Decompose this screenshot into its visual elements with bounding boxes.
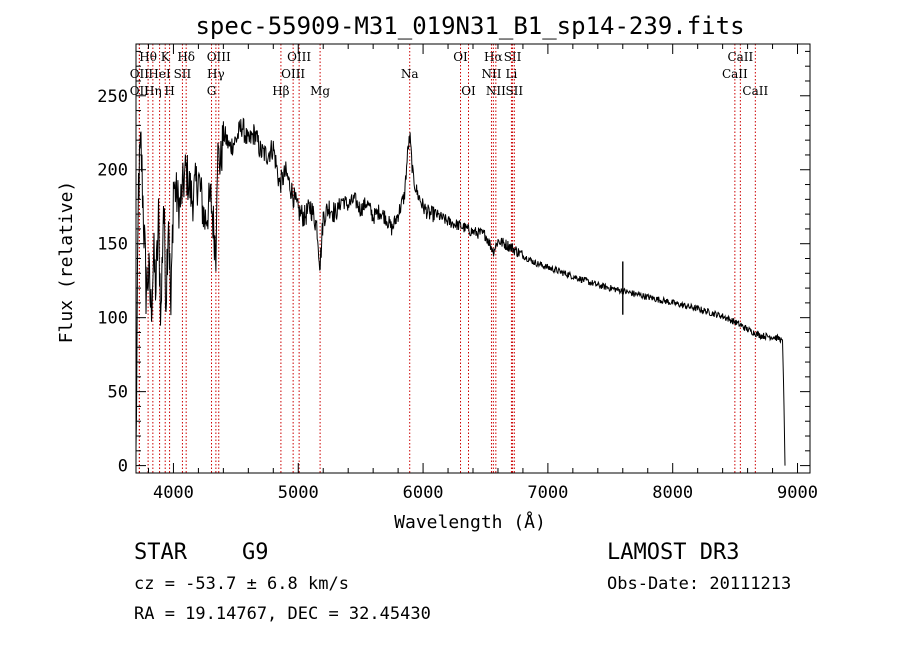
survey-name: LAMOST DR3 [607, 540, 740, 565]
line-label-OIII: OIII [207, 50, 231, 64]
line-label-Hη: Hη [144, 84, 162, 98]
line-label-G: G [207, 84, 217, 98]
line-label-Hθ: Hθ [139, 50, 157, 64]
y-tick-label: 200 [97, 161, 128, 181]
line-label-OII: OII [130, 67, 150, 81]
line-label-HeI: HeI [148, 67, 171, 81]
line-label-SII: SII [174, 67, 192, 81]
line-label-Hδ: Hδ [177, 50, 195, 64]
y-tick-label: 250 [97, 87, 128, 107]
y-axis-label: Flux (relative) [56, 181, 77, 344]
line-label-K: K [161, 50, 171, 64]
line-label-OI: OI [461, 84, 476, 98]
line-label-Hα: Hα [484, 50, 503, 64]
spectrum-line [135, 117, 786, 466]
observation-date: Obs-Date: 20111213 [607, 574, 792, 594]
plot-axes: 4000 5000 6000 7000 8000 9000 0 50 100 150 200 250 [97, 43, 818, 503]
line-label-CaII: CaII [727, 50, 753, 64]
line-label-OIII: OIII [281, 67, 305, 81]
x-tick-label: 8000 [652, 483, 693, 503]
line-label-SII: SII [505, 84, 523, 98]
line-label-Mg: Mg [310, 84, 330, 98]
x-axis-label: Wavelength (Å) [394, 511, 546, 533]
coordinates: RA = 19.14767, DEC = 32.45430 [134, 604, 431, 624]
line-label-Hγ: Hγ [207, 67, 225, 81]
line-label-OII: OII [130, 84, 150, 98]
spectrum-series [135, 117, 786, 466]
line-label-Hβ: Hβ [272, 84, 289, 98]
y-tick-label: 0 [118, 457, 128, 477]
y-tick-label: 150 [97, 235, 128, 255]
x-tick-label: 5000 [278, 483, 319, 503]
y-tick-label: 50 [108, 383, 128, 403]
line-label-Li: Li [506, 67, 518, 81]
x-tick-label: 7000 [527, 483, 568, 503]
x-tick-label: 9000 [777, 483, 818, 503]
redshift-cz: cz = -53.7 ± 6.8 km/s [134, 574, 349, 594]
x-tick-label: 4000 [153, 483, 194, 503]
x-tick-label: 6000 [403, 483, 444, 503]
line-label-Na: Na [401, 67, 419, 81]
line-label-NII: NII [486, 84, 506, 98]
line-label-CaII: CaII [722, 67, 748, 81]
plot-frame [135, 43, 811, 474]
line-label-CaII: CaII [742, 84, 768, 98]
line-label-H: H [164, 84, 174, 98]
object-subclass: G9 [242, 540, 269, 565]
line-label-OIII: OIII [287, 50, 311, 64]
y-tick-label: 100 [97, 309, 128, 329]
object-class: STAR [134, 540, 187, 565]
line-label-OI: OI [453, 50, 468, 64]
line-label-SII: SII [504, 50, 522, 64]
chart-title: spec-55909-M31_019N31_B1_sp14-239.fits [195, 12, 744, 40]
line-label-NII: NII [481, 67, 501, 81]
